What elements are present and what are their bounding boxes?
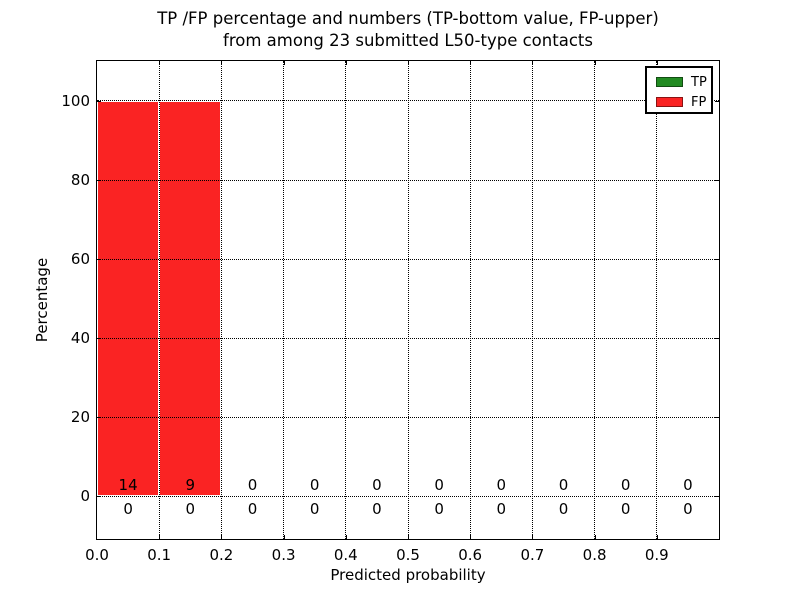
y-tick-label: 100 <box>61 91 90 110</box>
x-tick-bottom <box>470 535 472 539</box>
fp-count-label: 0 <box>372 476 382 495</box>
fp-count-label: 0 <box>309 476 320 495</box>
fp-legend-swatch <box>656 97 683 107</box>
x-tick-top <box>532 61 534 65</box>
x-tick-bottom <box>594 535 596 539</box>
tp-count-label: 0 <box>434 500 444 519</box>
x-tick-bottom <box>656 535 658 539</box>
y-tick-left <box>97 338 101 340</box>
v-gridline <box>345 61 347 539</box>
fp-legend-label: FP <box>691 94 707 110</box>
v-gridline <box>531 61 533 539</box>
x-tick-bottom <box>159 535 161 539</box>
x-tick-label: 0.7 <box>520 546 545 564</box>
tp-count-label: 0 <box>123 500 133 519</box>
v-gridline <box>594 61 596 539</box>
x-tick-top <box>594 61 596 65</box>
bar-fp-bin1 <box>159 100 222 497</box>
y-tick-left <box>97 180 101 181</box>
legend-item-tp: TP <box>656 74 711 90</box>
y-axis-label: Percentage <box>33 257 51 343</box>
bar-fp-bin0 <box>97 100 160 497</box>
x-tick-bottom <box>221 535 223 539</box>
plot-area: 0 0 0 0 0 0 0 0 0 0 14 9 0 0 0 0 0 0 0 0 <box>96 60 720 540</box>
x-tick-label: 0.9 <box>644 546 669 564</box>
x-tick-top <box>283 61 285 65</box>
v-gridline <box>158 61 160 539</box>
fp-count-label: 0 <box>247 476 258 495</box>
tp-count-label: 0 <box>558 500 569 519</box>
y-tick-label: 40 <box>70 329 90 348</box>
x-axis-label: Predicted probability <box>330 566 486 584</box>
fp-count-label: 0 <box>683 476 693 495</box>
x-tick-label: 0.1 <box>147 546 172 564</box>
fp-count-label: 0 <box>434 476 444 495</box>
y-tick-label: 0 <box>80 487 90 506</box>
x-tick-bottom <box>345 535 347 539</box>
y-tick-label: 80 <box>70 171 90 189</box>
tp-count-label: 0 <box>683 500 693 519</box>
x-tick-label: 0.0 <box>85 546 109 564</box>
y-tick-left <box>97 100 101 102</box>
v-gridline <box>656 61 658 539</box>
v-gridline <box>407 61 409 539</box>
v-gridline <box>220 61 222 539</box>
x-tick-label: 0.6 <box>458 546 483 564</box>
tp-legend-swatch <box>656 77 683 87</box>
x-tick-bottom <box>532 535 534 539</box>
y-tick-right <box>715 338 719 340</box>
y-tick-label: 60 <box>70 250 90 269</box>
x-tick-label: 0.2 <box>209 546 234 564</box>
legend: TP FP <box>645 66 713 114</box>
x-tick-top <box>345 61 347 65</box>
chart-title-line1: TP /FP percentage and numbers (TP-bottom… <box>157 9 659 28</box>
legend-item-fp: FP <box>656 94 711 110</box>
y-tick-left <box>97 417 101 419</box>
tp-count-label: 0 <box>185 500 196 519</box>
x-tick-top <box>221 61 223 65</box>
tp-legend-label: TP <box>691 74 707 90</box>
v-gridline <box>469 61 471 539</box>
tp-count-label: 0 <box>620 500 631 519</box>
v-gridline <box>283 61 285 539</box>
chart-title: TP /FP percentage and numbers (TP-bottom… <box>96 8 720 52</box>
x-tick-top <box>159 61 161 65</box>
y-tick-left <box>97 496 101 498</box>
x-tick-label: 0.3 <box>271 546 296 564</box>
chart-title-line2: from among 23 submitted L50-type contact… <box>223 31 593 50</box>
y-tick-label: 20 <box>70 408 90 427</box>
fp-count-label: 14 <box>118 476 138 495</box>
x-tick-bottom <box>408 535 409 539</box>
tp-count-label: 0 <box>309 500 320 519</box>
y-tick-right <box>715 417 719 419</box>
y-tick-right <box>715 180 719 181</box>
y-tick-right <box>715 496 719 498</box>
y-tick-right <box>715 259 719 261</box>
tp-count-label: 0 <box>372 500 382 519</box>
y-tick-right <box>715 100 719 102</box>
x-tick-label: 0.8 <box>582 546 607 564</box>
fp-count-label: 0 <box>558 476 569 495</box>
x-tick-top <box>656 61 658 65</box>
x-tick-bottom <box>283 535 285 539</box>
fp-count-label: 9 <box>185 476 196 495</box>
tp-count-label: 0 <box>496 500 507 519</box>
x-tick-label: 0.5 <box>396 546 420 564</box>
tp-count-label: 0 <box>247 500 258 519</box>
fp-count-label: 0 <box>620 476 631 495</box>
x-tick-top <box>470 61 472 65</box>
x-tick-top <box>408 61 409 65</box>
x-tick-label: 0.4 <box>333 546 358 564</box>
y-tick-left <box>97 259 101 261</box>
fp-count-label: 0 <box>496 476 507 495</box>
